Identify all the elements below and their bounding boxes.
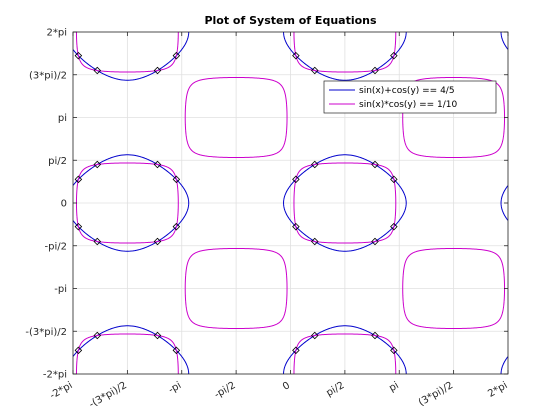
intersection-marker: [74, 51, 83, 60]
intersection-marker: [153, 331, 162, 340]
intersection-marker: [172, 346, 181, 355]
intersection-marker: [93, 66, 102, 75]
intersection-marker: [292, 51, 300, 60]
legend-box: [323, 80, 497, 114]
intersection-marker: [390, 175, 398, 184]
y-tick-label: 0: [61, 199, 67, 210]
intersection-marker: [371, 331, 379, 340]
intersection-marker: [93, 331, 102, 340]
intersection-markers: [74, 51, 398, 355]
chart-title: Plot of System of Equations: [204, 14, 377, 27]
legend-label-series-1: sin(x)+cos(y) == 4/5: [359, 86, 455, 96]
intersection-marker: [172, 175, 181, 184]
series-2-curve: [75, 32, 506, 374]
y-tick-label: -2*pi: [43, 370, 67, 381]
intersection-marker: [172, 222, 181, 231]
intersection-marker: [371, 237, 379, 246]
intersection-marker: [292, 175, 300, 184]
intersection-marker: [390, 222, 398, 231]
y-tick-label: -pi: [54, 284, 67, 295]
intersection-marker: [93, 237, 102, 246]
intersection-marker: [74, 222, 83, 231]
intersection-marker: [153, 66, 162, 75]
y-tick-label: (3*pi)/2: [29, 70, 67, 81]
intersection-marker: [292, 222, 300, 231]
legend: sin(x)+cos(y) == 4/5 sin(x)*cos(y) == 1/…: [323, 80, 497, 114]
intersection-marker: [292, 346, 300, 355]
intersection-marker: [93, 160, 102, 169]
intersection-marker: [310, 66, 319, 75]
intersection-marker: [74, 175, 83, 184]
y-tick-label: -(3*pi)/2: [25, 327, 67, 338]
y-tick-label: pi: [58, 113, 67, 124]
y-tick-label: -pi/2: [45, 241, 67, 252]
intersection-marker: [172, 51, 181, 60]
intersection-marker: [310, 160, 319, 169]
intersection-marker: [153, 160, 162, 169]
intersection-marker: [310, 237, 319, 246]
legend-label-series-2: sin(x)*cos(y) == 1/10: [359, 100, 458, 110]
intersection-marker: [153, 237, 162, 246]
intersection-marker: [371, 66, 379, 75]
intersection-marker: [74, 346, 83, 355]
y-tick-label: 2*pi: [47, 28, 68, 39]
intersection-marker: [390, 346, 398, 355]
intersection-marker: [310, 331, 319, 340]
x-tick-label: 0: [281, 380, 292, 393]
intersection-marker: [371, 160, 379, 169]
y-tick-label: pi/2: [48, 156, 67, 167]
intersection-marker: [390, 51, 398, 60]
